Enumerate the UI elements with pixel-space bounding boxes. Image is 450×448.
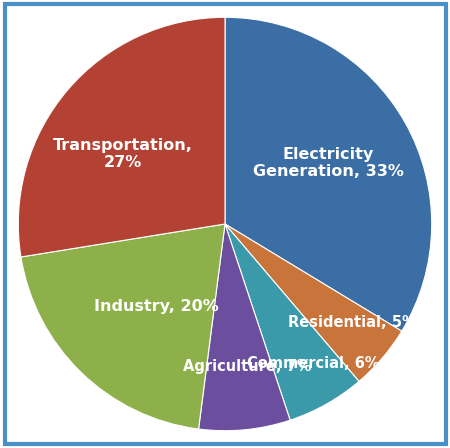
Wedge shape (225, 17, 432, 331)
Wedge shape (21, 224, 225, 429)
Wedge shape (198, 224, 290, 431)
Text: Residential, 5%: Residential, 5% (288, 315, 417, 330)
Text: Industry, 20%: Industry, 20% (94, 299, 219, 314)
Text: Electricity
Generation, 33%: Electricity Generation, 33% (253, 147, 404, 179)
Wedge shape (225, 224, 359, 420)
Text: Agriculture, 7%: Agriculture, 7% (184, 359, 312, 375)
Wedge shape (225, 224, 402, 381)
Wedge shape (18, 17, 225, 257)
Text: Commercial, 6%: Commercial, 6% (248, 356, 380, 371)
Text: Transportation,
27%: Transportation, 27% (53, 138, 192, 171)
